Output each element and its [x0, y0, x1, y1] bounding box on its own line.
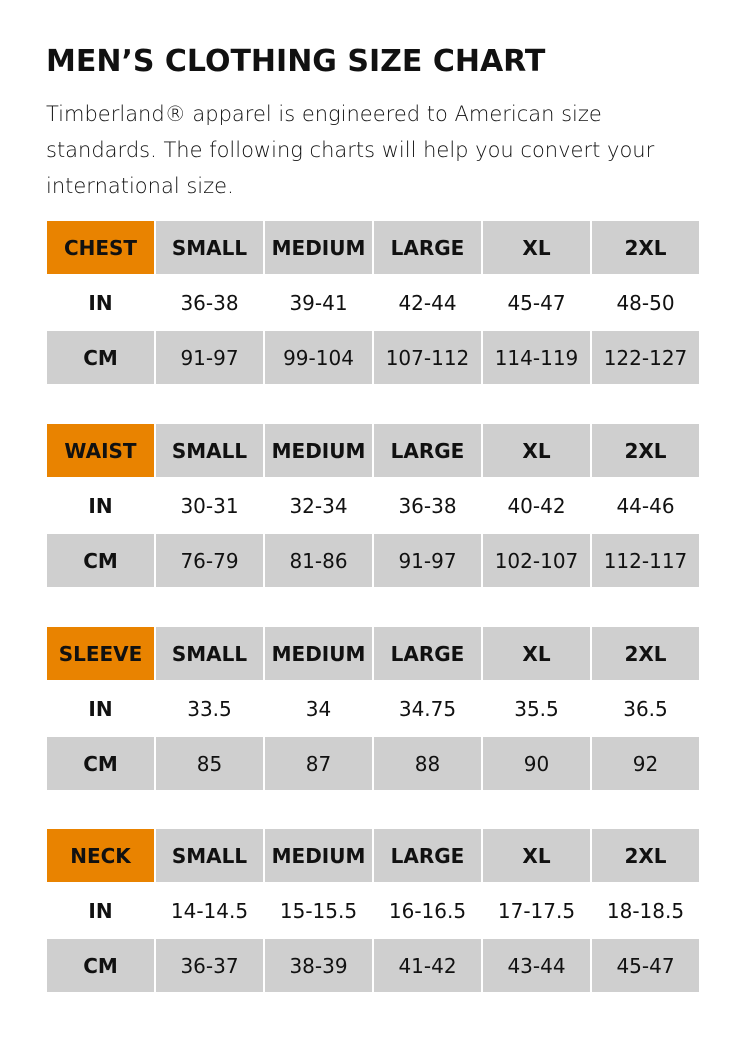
size-value: 90 [483, 737, 590, 790]
size-value: 36.5 [592, 682, 699, 735]
size-value: 76-79 [156, 534, 263, 587]
size-table-sleeve: SLEEVE SMALL MEDIUM LARGE XL 2XL IN 33.5 34 34.75… [45, 625, 701, 792]
size-value: 36-38 [374, 479, 481, 532]
size-header: SMALL [156, 424, 263, 477]
measure-label: CHEST [47, 221, 154, 274]
size-header: MEDIUM [265, 829, 372, 882]
size-value: 91-97 [374, 534, 481, 587]
size-table-waist: WAIST SMALL MEDIUM LARGE XL 2XL IN 30-31 32-34 36… [45, 422, 701, 589]
size-value: 43-44 [483, 939, 590, 992]
size-header: 2XL [592, 424, 699, 477]
size-value: 42-44 [374, 276, 481, 329]
measure-label: NECK [47, 829, 154, 882]
size-value: 38-39 [265, 939, 372, 992]
size-value: 99-104 [265, 331, 372, 384]
table-row: IN 36-38 39-41 42-44 45-47 48-50 [47, 276, 699, 329]
size-value: 18-18.5 [592, 884, 699, 937]
size-header: XL [483, 221, 590, 274]
header-row: WAIST SMALL MEDIUM LARGE XL 2XL [47, 424, 699, 477]
size-header: SMALL [156, 829, 263, 882]
unit-label: IN [47, 682, 154, 735]
table-row: IN 30-31 32-34 36-38 40-42 44-46 [47, 479, 699, 532]
unit-label: CM [47, 737, 154, 790]
size-value: 45-47 [592, 939, 699, 992]
size-value: 107-112 [374, 331, 481, 384]
unit-label: CM [47, 331, 154, 384]
size-value: 30-31 [156, 479, 263, 532]
table-row: CM 85 87 88 90 92 [47, 737, 699, 790]
size-table-neck: NECK SMALL MEDIUM LARGE XL 2XL IN 14-14.5 15-15.… [45, 827, 701, 994]
size-value: 17-17.5 [483, 884, 590, 937]
intro-text: Timberland® apparel is engineered to Ame… [46, 102, 655, 198]
size-value: 48-50 [592, 276, 699, 329]
size-value: 45-47 [483, 276, 590, 329]
table-row: CM 76-79 81-86 91-97 102-107 112-117 [47, 534, 699, 587]
size-value: 16-16.5 [374, 884, 481, 937]
size-value: 33.5 [156, 682, 263, 735]
size-value: 44-46 [592, 479, 699, 532]
size-header: LARGE [374, 424, 481, 477]
measure-label: WAIST [47, 424, 154, 477]
size-header: XL [483, 424, 590, 477]
page-title: MEN’S CLOTHING SIZE CHART [46, 44, 546, 79]
size-header: 2XL [592, 221, 699, 274]
table-row: CM 91-97 99-104 107-112 114-119 122-127 [47, 331, 699, 384]
size-value: 15-15.5 [265, 884, 372, 937]
unit-label: IN [47, 276, 154, 329]
size-header: MEDIUM [265, 424, 372, 477]
size-value: 114-119 [483, 331, 590, 384]
table-row: IN 33.5 34 34.75 35.5 36.5 [47, 682, 699, 735]
size-table-chest: CHEST SMALL MEDIUM LARGE XL 2XL IN 36-38 39-41 42… [45, 219, 701, 386]
size-header: LARGE [374, 627, 481, 680]
size-value: 34.75 [374, 682, 481, 735]
measure-label: SLEEVE [47, 627, 154, 680]
header-row: CHEST SMALL MEDIUM LARGE XL 2XL [47, 221, 699, 274]
header-row: SLEEVE SMALL MEDIUM LARGE XL 2XL [47, 627, 699, 680]
unit-label: CM [47, 939, 154, 992]
size-header: MEDIUM [265, 221, 372, 274]
unit-label: IN [47, 479, 154, 532]
unit-label: CM [47, 534, 154, 587]
size-value: 122-127 [592, 331, 699, 384]
size-header: LARGE [374, 829, 481, 882]
header-row: NECK SMALL MEDIUM LARGE XL 2XL [47, 829, 699, 882]
size-value: 81-86 [265, 534, 372, 587]
size-header: SMALL [156, 627, 263, 680]
size-value: 85 [156, 737, 263, 790]
size-value: 102-107 [483, 534, 590, 587]
size-header: SMALL [156, 221, 263, 274]
table-row: CM 36-37 38-39 41-42 43-44 45-47 [47, 939, 699, 992]
size-header: MEDIUM [265, 627, 372, 680]
size-header: 2XL [592, 829, 699, 882]
size-value: 112-117 [592, 534, 699, 587]
size-value: 35.5 [483, 682, 590, 735]
table-row: IN 14-14.5 15-15.5 16-16.5 17-17.5 18-18.5 [47, 884, 699, 937]
unit-label: IN [47, 884, 154, 937]
size-value: 32-34 [265, 479, 372, 532]
size-value: 92 [592, 737, 699, 790]
size-value: 36-37 [156, 939, 263, 992]
size-value: 34 [265, 682, 372, 735]
size-header: XL [483, 627, 590, 680]
size-header: 2XL [592, 627, 699, 680]
size-header: XL [483, 829, 590, 882]
size-value: 40-42 [483, 479, 590, 532]
size-value: 39-41 [265, 276, 372, 329]
size-value: 41-42 [374, 939, 481, 992]
size-header: LARGE [374, 221, 481, 274]
size-value: 87 [265, 737, 372, 790]
size-value: 14-14.5 [156, 884, 263, 937]
size-value: 36-38 [156, 276, 263, 329]
size-value: 91-97 [156, 331, 263, 384]
size-value: 88 [374, 737, 481, 790]
